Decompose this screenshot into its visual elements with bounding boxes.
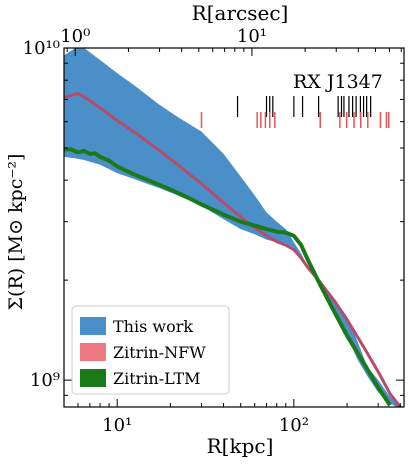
- plot-area: [64, 48, 404, 407]
- legend-box: [71, 305, 230, 395]
- plot-series: [64, 48, 404, 407]
- top-x-tick-label-0: 10⁰: [60, 26, 90, 47]
- series-band-0: [64, 48, 404, 407]
- legend-swatch-0: [80, 317, 106, 335]
- y-tick-label-1: 10¹⁰: [23, 38, 60, 59]
- radius-markers: [200, 96, 390, 128]
- top-x-axis-label: R[arcsec]: [192, 1, 289, 25]
- top-x-tick-label-1: 10¹: [237, 26, 267, 47]
- legend-swatch-1: [80, 343, 106, 361]
- plot-frame: [63, 47, 405, 408]
- x-tick-label-1: 10²: [279, 415, 309, 436]
- y-tick-label-0: 10⁹: [30, 370, 60, 391]
- legend: This work Zitrin-NFW Zitrin-LTM: [71, 305, 230, 395]
- y-axis-label: Σ(R) [M⊙ kpc⁻²]: [5, 154, 27, 311]
- axes: 10¹ 10² 10⁰ 10¹ 10⁹ 10¹⁰: [23, 26, 405, 436]
- series-line-2: [64, 147, 392, 407]
- x-axis-label: R[kpc]: [207, 434, 274, 458]
- legend-label-2: Zitrin-LTM: [113, 369, 201, 388]
- x-tick-label-0: 10¹: [102, 415, 132, 436]
- legend-label-1: Zitrin-NFW: [113, 343, 206, 362]
- series-line-1: [64, 91, 402, 407]
- cluster-name-annotation: RX J1347: [293, 71, 383, 93]
- legend-label-0: This work: [113, 317, 193, 336]
- legend-swatch-2: [80, 369, 106, 387]
